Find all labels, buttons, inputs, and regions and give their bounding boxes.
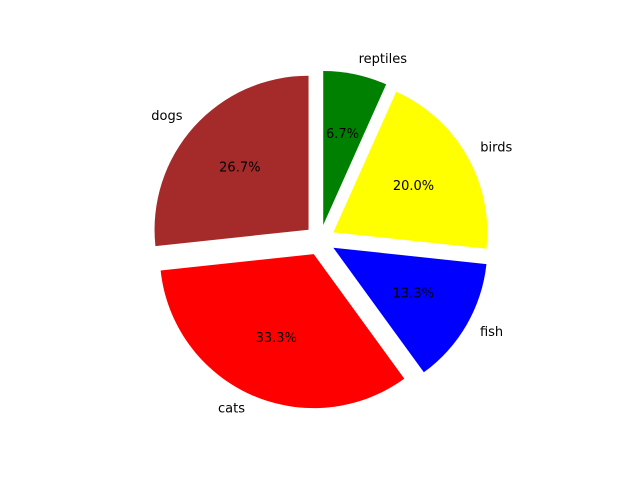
pie-category-label-reptiles: reptiles: [359, 52, 408, 67]
pie-percent-label-birds: 20.0%: [393, 179, 434, 194]
pie-slice-dogs: [154, 75, 309, 247]
pie-percent-label-fish: 13.3%: [393, 286, 434, 301]
pie-slice-birds: [333, 91, 488, 249]
pie-percent-label-reptiles: 6.7%: [326, 127, 359, 142]
pie-category-label-fish: fish: [480, 325, 503, 340]
pie-labels: 26.7% dogs 33.3% cats 13.3% fish 20.0% birds 6.7…: [151, 52, 512, 417]
pie-percent-label-cats: 33.3%: [256, 331, 297, 346]
pie-category-label-cats: cats: [218, 401, 245, 416]
pie-slice-cats: [160, 254, 405, 409]
pie-category-label-birds: birds: [480, 140, 512, 155]
pie-slices: [154, 70, 488, 409]
pie-slice-fish: [333, 247, 487, 373]
pie-category-label-dogs: dogs: [151, 109, 182, 124]
pie-percent-label-dogs: 26.7%: [219, 160, 260, 175]
pie-slice-reptiles: [323, 70, 387, 225]
